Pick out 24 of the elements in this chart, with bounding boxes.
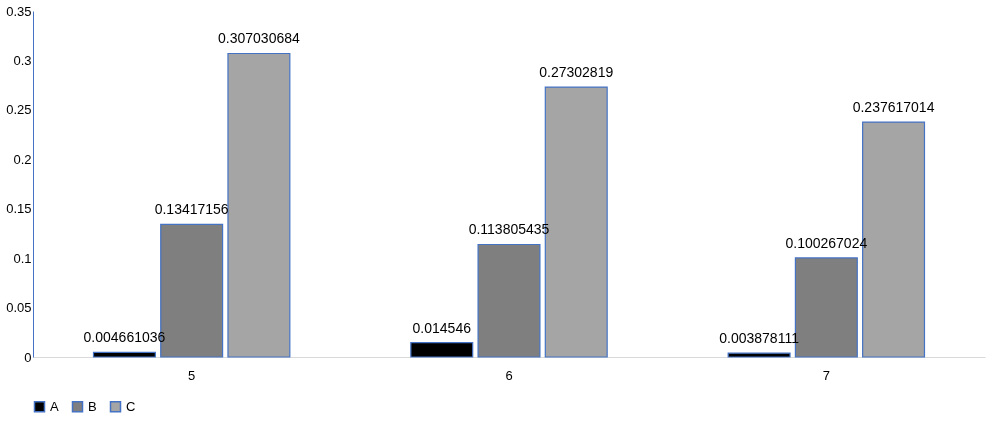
- data-label: 0.237617014: [852, 99, 935, 116]
- data-label: 0.307030684: [218, 30, 300, 47]
- y-tick-label: 0.25: [6, 102, 32, 118]
- legend-label: B: [88, 398, 97, 414]
- legend-label: C: [126, 398, 136, 414]
- y-tick-label: 0.15: [6, 201, 32, 217]
- y-tick-label: 0.2: [13, 151, 32, 167]
- y-tick-label: 0.1: [13, 250, 32, 266]
- bar: [92, 351, 156, 358]
- x-tick-label: 7: [822, 367, 830, 383]
- x-tick-label: 6: [505, 367, 513, 383]
- bar: [410, 342, 474, 358]
- data-label: 0.014546: [412, 319, 472, 336]
- bar: [727, 352, 791, 358]
- data-label: 0.27302819: [539, 64, 614, 81]
- bar: [227, 52, 291, 358]
- y-tick-label: 0.3: [13, 52, 32, 68]
- data-label: 0.13417156: [154, 201, 229, 218]
- y-tick-label: 0: [24, 349, 32, 365]
- y-tick-label: 0.05: [6, 300, 32, 316]
- x-tick-label: 5: [188, 367, 196, 383]
- bar: [477, 243, 541, 358]
- y-tick-label: 0.35: [6, 3, 32, 19]
- legend-label: A: [50, 398, 59, 414]
